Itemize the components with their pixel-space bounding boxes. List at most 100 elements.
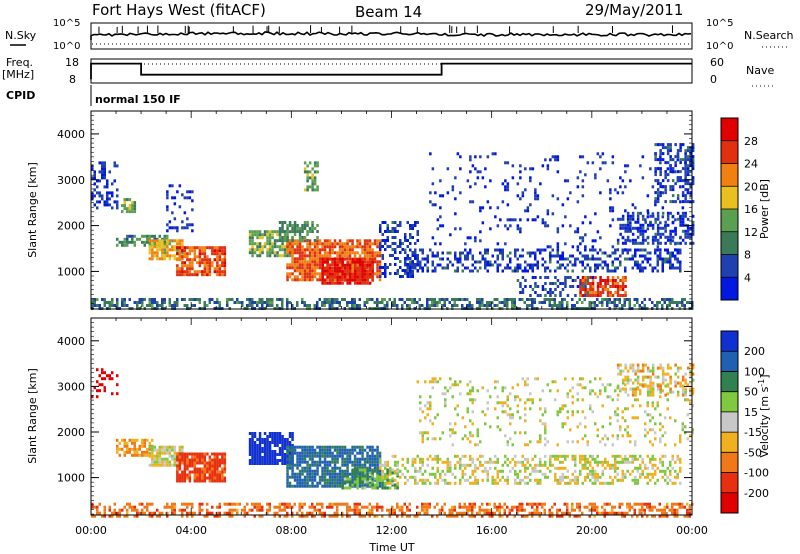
velocity-cell bbox=[256, 447, 259, 450]
power-cell bbox=[586, 294, 590, 297]
power-cell bbox=[363, 251, 367, 255]
power-cell bbox=[421, 257, 424, 261]
power-cell bbox=[451, 263, 454, 267]
velocity-cell bbox=[574, 454, 577, 458]
power-cell bbox=[634, 251, 637, 255]
power-cell bbox=[331, 245, 334, 249]
power-cell bbox=[599, 285, 602, 288]
power-cell bbox=[441, 304, 444, 307]
velocity-cell bbox=[171, 454, 174, 458]
power-cell bbox=[283, 251, 287, 255]
power-cell bbox=[96, 185, 99, 189]
power-cell bbox=[298, 263, 302, 267]
power-cell bbox=[541, 218, 545, 222]
power-cell bbox=[456, 304, 459, 307]
power-cell bbox=[381, 239, 384, 242]
velocity-cell bbox=[296, 460, 299, 464]
power-cell bbox=[659, 170, 662, 174]
velocity-cell bbox=[211, 479, 214, 483]
velocity-cell bbox=[514, 472, 517, 476]
power-cell bbox=[589, 288, 592, 291]
power-cell bbox=[368, 245, 372, 249]
power-cell bbox=[198, 249, 202, 253]
velocity-cell bbox=[406, 460, 409, 464]
power-cell bbox=[303, 304, 306, 307]
power-cell bbox=[376, 301, 379, 304]
velocity-cell bbox=[671, 481, 674, 485]
power-cell bbox=[108, 170, 111, 174]
power-cell bbox=[151, 254, 154, 258]
velocity-cell bbox=[173, 451, 177, 455]
power-cell bbox=[136, 237, 139, 241]
power-cell bbox=[544, 269, 547, 273]
power-cell bbox=[338, 260, 342, 264]
velocity-cell bbox=[639, 454, 642, 458]
power-cell bbox=[624, 291, 627, 294]
power-cell bbox=[291, 224, 294, 227]
power-cell bbox=[511, 176, 515, 180]
power-cell bbox=[404, 263, 407, 267]
power-cell bbox=[658, 301, 661, 304]
power-cell bbox=[101, 194, 104, 198]
velocity-cell bbox=[596, 463, 599, 467]
power-cell bbox=[251, 236, 254, 240]
power-cell bbox=[301, 227, 304, 230]
velocity-cell bbox=[198, 467, 202, 471]
power-cell bbox=[546, 224, 550, 228]
power-cell bbox=[404, 248, 407, 252]
power-cell bbox=[121, 240, 124, 244]
power-cell bbox=[181, 239, 184, 243]
power-cell bbox=[311, 266, 314, 270]
velocity-cell bbox=[248, 453, 252, 456]
power-cell bbox=[303, 263, 307, 267]
velocity-cell bbox=[198, 473, 202, 477]
power-cell bbox=[108, 203, 111, 207]
velocity-cell bbox=[203, 476, 207, 480]
power-cell bbox=[601, 266, 604, 270]
power-cell bbox=[356, 263, 359, 267]
velocity-cell bbox=[509, 407, 512, 411]
power-cell bbox=[341, 281, 344, 285]
power-cell bbox=[553, 301, 556, 304]
power-cell bbox=[574, 294, 577, 297]
power-cell bbox=[356, 275, 359, 279]
velocity-cell bbox=[604, 386, 607, 390]
power-cell bbox=[191, 246, 194, 250]
velocity-cell bbox=[439, 457, 442, 461]
power-cell bbox=[176, 258, 179, 262]
power-cell bbox=[326, 275, 329, 279]
power-cell bbox=[348, 248, 352, 252]
power-cell bbox=[544, 276, 547, 279]
power-cell bbox=[498, 301, 501, 304]
power-cell bbox=[444, 266, 447, 270]
velocity-cell bbox=[181, 445, 184, 449]
velocity-cell bbox=[456, 383, 459, 387]
velocity-cell bbox=[188, 464, 192, 468]
velocity-cell bbox=[616, 407, 619, 411]
power-cell bbox=[443, 304, 446, 307]
power-cell bbox=[341, 254, 344, 258]
velocity-cell bbox=[526, 443, 529, 447]
velocity-cell bbox=[216, 461, 219, 465]
velocity-cell bbox=[584, 460, 587, 464]
velocity-cell bbox=[111, 377, 114, 381]
power-cell bbox=[278, 233, 282, 236]
velocity-cell bbox=[316, 466, 319, 470]
power-cell bbox=[631, 226, 635, 230]
velocity-cell bbox=[183, 461, 187, 465]
power-cell bbox=[666, 214, 670, 218]
velocity-cell bbox=[509, 460, 512, 464]
velocity-cell bbox=[626, 425, 629, 429]
velocity-cell bbox=[256, 450, 259, 453]
velocity-cell bbox=[271, 432, 274, 435]
power-cell bbox=[103, 203, 106, 207]
freq-label: Freq. bbox=[6, 56, 33, 69]
power-cell bbox=[671, 170, 675, 174]
power-cell bbox=[684, 188, 687, 192]
power-cell bbox=[394, 236, 397, 239]
velocity-cell bbox=[604, 466, 607, 470]
velocity-cell bbox=[306, 454, 309, 458]
power-cell bbox=[426, 254, 429, 258]
power-cell bbox=[348, 266, 352, 270]
power-cell bbox=[601, 291, 605, 294]
